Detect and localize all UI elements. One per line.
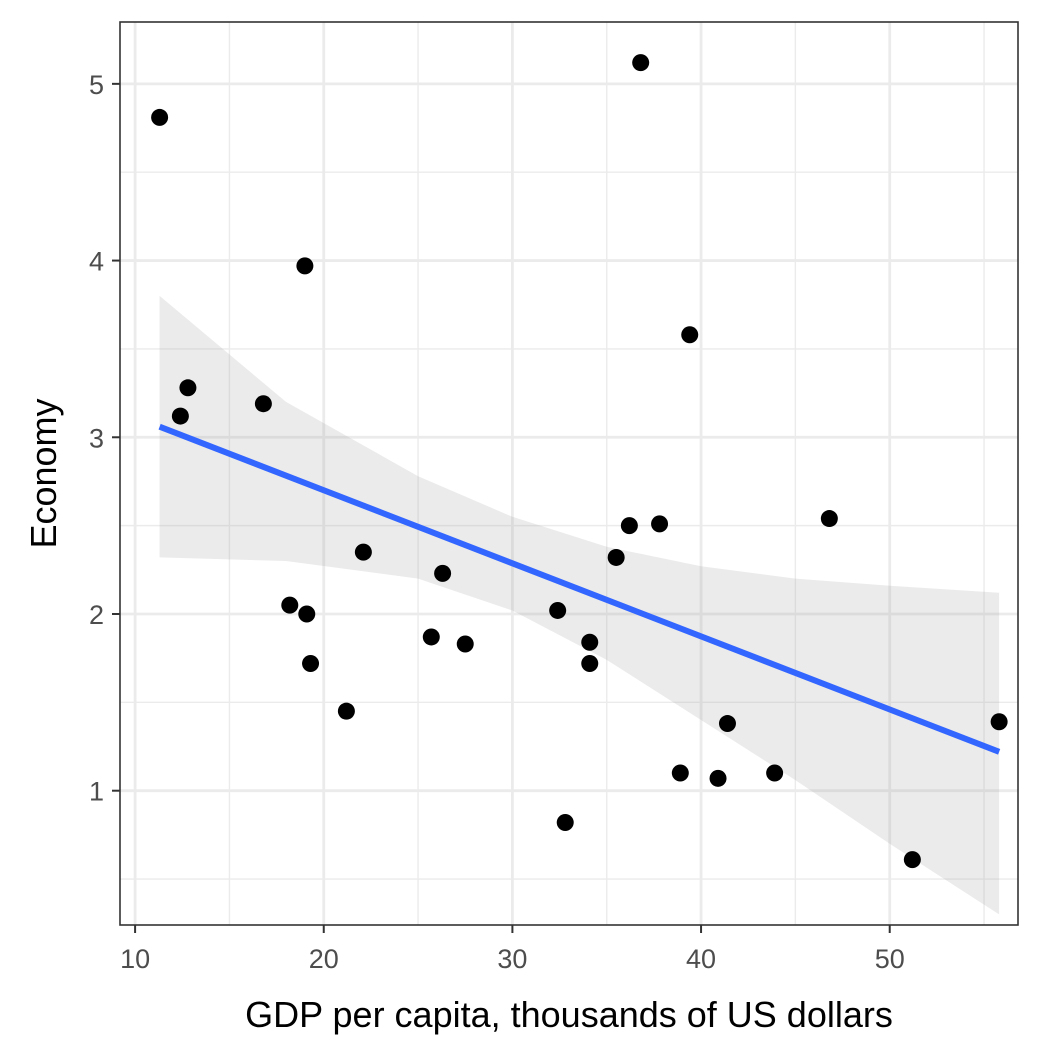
data-point [671, 764, 689, 782]
data-point [681, 326, 699, 344]
y-axis-title: Economy [23, 398, 64, 548]
y-tick-label: 4 [89, 247, 104, 277]
data-point [766, 764, 784, 782]
data-point [632, 54, 650, 72]
x-tick-label: 20 [309, 944, 339, 974]
data-point [718, 715, 736, 733]
x-axis-title: GDP per capita, thousands of US dollars [245, 994, 893, 1035]
y-tick-label: 2 [89, 600, 104, 630]
data-point [254, 395, 272, 413]
data-point [607, 548, 625, 566]
data-point [354, 543, 372, 561]
data-point [302, 654, 320, 672]
panel-border [119, 21, 1019, 926]
data-point [581, 654, 599, 672]
major-gridlines [120, 22, 1018, 925]
x-tick-label: 30 [497, 944, 527, 974]
x-tick-label: 10 [120, 944, 150, 974]
data-point [620, 517, 638, 535]
confidence-band [159, 295, 1000, 915]
y-tick-label: 5 [89, 70, 104, 100]
confidence-band-layer [159, 295, 1000, 915]
trend-line-layer [158, 423, 1001, 755]
data-point [298, 605, 316, 623]
data-point [296, 257, 314, 275]
data-point [549, 601, 567, 619]
data-point [903, 851, 921, 869]
x-tick-label: 40 [686, 944, 716, 974]
x-tick-label: 50 [875, 944, 905, 974]
data-point [337, 702, 355, 720]
y-axis: 1 2 3 4 5 [89, 70, 120, 807]
data-point [990, 713, 1008, 731]
data-point [709, 769, 727, 787]
data-point [651, 515, 669, 533]
data-point [422, 628, 440, 646]
data-point [434, 564, 452, 582]
data-point [456, 635, 474, 653]
data-point [556, 814, 574, 832]
y-tick-label: 3 [89, 423, 104, 453]
x-axis: 10 20 30 40 50 [120, 925, 905, 974]
data-points [151, 54, 1008, 869]
data-point [179, 379, 197, 397]
trend-line [158, 423, 1001, 755]
data-point [171, 407, 189, 425]
data-point [151, 108, 169, 126]
data-point [581, 633, 599, 651]
y-tick-label: 1 [89, 777, 104, 807]
data-point [820, 510, 838, 528]
data-point [281, 596, 299, 614]
